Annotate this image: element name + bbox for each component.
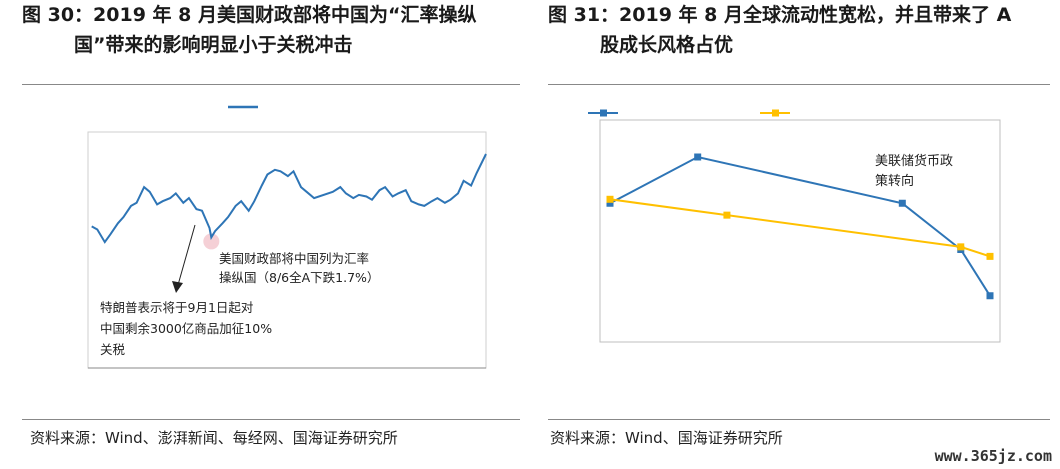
chart-wind-all-a: 美国财政部将中国列为汇率操纵国（8/6全A下跌1.7%） 特朗普表示将于9月1日起… — [87, 105, 487, 369]
annotation-arrow-shaft — [177, 224, 196, 286]
series-marker-0 — [898, 199, 906, 207]
chart-fed-rate-rrr: 美联储货币政策转向 — [588, 109, 1001, 343]
watermark: www.365jz.com — [934, 447, 1052, 465]
annotation-fed-policy-pivot: 美联储货币政策转向 — [875, 153, 953, 189]
drop-highlight-marker — [203, 233, 220, 250]
series-marker-0 — [694, 153, 702, 161]
series-line-wind-all-a — [91, 153, 487, 244]
annotation-currency-manipulator: 美国财政部将中国列为汇率操纵国（8/6全A下跌1.7%） — [219, 251, 379, 285]
left-title-divider — [22, 84, 520, 85]
figure-30-title-line1: 图 30：2019 年 8 月美国财政部将中国为“汇率操纵 — [22, 4, 477, 26]
legend-marker-rrr — [772, 109, 779, 117]
series-marker-1 — [986, 252, 994, 260]
right-footer-divider — [548, 419, 1050, 420]
annotation-arrow-head — [172, 281, 183, 293]
right-source-note: 资料来源：Wind、国海证券研究所 — [550, 429, 783, 447]
annotation-line: 美国财政部将中国列为汇率 — [219, 251, 369, 266]
series-marker-0 — [986, 292, 994, 300]
legend-marker-fed-rate — [600, 109, 607, 117]
annotation-line: 美联储货币政 — [875, 153, 953, 169]
series-marker-1 — [723, 211, 731, 219]
right-title-divider — [548, 84, 1050, 85]
figure-31-title: 图 31：2019 年 8 月全球流动性宽松，并且带来了 A 股成长风格占优 — [548, 0, 1053, 60]
left-footer-divider — [22, 419, 520, 420]
figure-31-title-line2: 股成长风格占优 — [600, 34, 734, 56]
left-source-note: 资料来源：Wind、澎湃新闻、每经网、国海证券研究所 — [30, 429, 398, 447]
annotation-tariff: 特朗普表示将于9月1日起对中国剩余3000亿商品加征10% 关税 — [100, 300, 272, 357]
series-marker-0 — [606, 199, 614, 207]
series-marker-1 — [606, 195, 614, 203]
annotation-line: 中国剩余3000亿商品加征10% — [100, 321, 272, 336]
figure-30-title: 图 30：2019 年 8 月美国财政部将中国为“汇率操纵 国”带来的影响明显小… — [22, 0, 542, 60]
figure-31-title-line1: 图 31：2019 年 8 月全球流动性宽松，并且带来了 A — [548, 4, 1012, 26]
series-line-0 — [609, 155, 991, 297]
annotation-line: 关税 — [100, 342, 126, 357]
plot-area — [599, 119, 1001, 343]
annotation-line: 策转向 — [875, 173, 914, 189]
series-marker-1 — [957, 243, 965, 251]
figure-30-title-line2: 国”带来的影响明显小于关税冲击 — [74, 34, 353, 56]
annotation-line: 特朗普表示将于9月1日起对 — [100, 300, 253, 315]
series-line-1 — [609, 198, 991, 258]
annotation-line: 操纵国（8/6全A下跌1.7%） — [219, 270, 379, 285]
